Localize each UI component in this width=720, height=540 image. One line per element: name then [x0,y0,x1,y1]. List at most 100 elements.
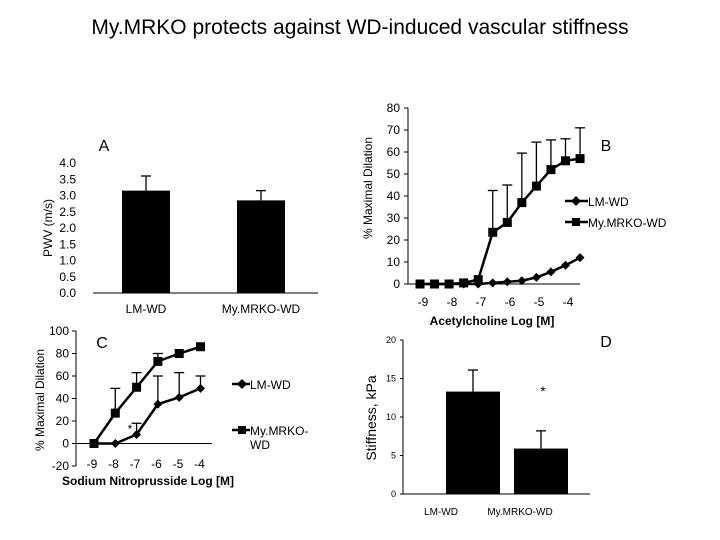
panel-d-x-tick: LM-WD [424,507,458,518]
panel-d-annotation: * [540,383,546,399]
panel-c-y-tick: 20 [56,414,70,428]
panel-b-y-tick: 80 [387,101,401,115]
panel-b-y-tick: 70 [387,123,401,137]
panel-a-y-tick: 1.5 [59,237,76,251]
panel-b-y-tick: 30 [387,211,401,225]
panel-a-y-label: PWV (m/s) [41,199,55,257]
panel-c-point [153,356,163,366]
panel-b-x-tick: -9 [418,295,429,309]
panel-b-point [531,181,541,191]
panel-c-point [174,349,184,358]
panel-c-x-tick: -5 [173,457,184,471]
panel-b-point [531,272,541,282]
panel-b-point [488,278,498,288]
panel-b-x-tick: -7 [476,295,487,309]
panel-b-legend-marker [572,218,580,226]
panel-b-y-label: % Maximal Dilation [361,137,375,239]
panel-b-point [561,260,570,270]
panel-b-legend-label: LM-WD [588,195,629,209]
panel-a-bar [237,200,285,293]
panel-d-x-tick: My.MRKO-WD [487,507,552,518]
panel-d-bar [446,391,500,494]
panel-a-y-tick: 3.0 [59,189,76,203]
panel-c-y-tick: 60 [56,369,70,383]
panel-c-point [196,383,205,393]
panel-c-letter: C [96,335,108,352]
panel-c-y-tick: 0 [62,437,69,451]
panel-b-y-tick: 0 [393,277,400,291]
panel-b-y-tick: 20 [387,233,401,247]
panel-b-series-line [420,157,581,286]
panel-c-point [153,399,163,409]
panel-c-series-line [94,387,201,445]
panel-c-x-tick: -9 [87,457,98,471]
panel-d-y-tick: 20 [386,335,396,345]
panel-b-series-line [420,256,581,286]
panel-b-y-tick: 40 [387,189,401,203]
panel-d-letter: D [600,334,612,351]
panel-b-point [473,275,483,285]
panel-b-y-tick: 60 [387,145,401,159]
panel-c-point [132,382,142,392]
panel-b-point [575,154,585,164]
panel-b-point [459,278,469,288]
panel-c-point [110,439,120,448]
panel-c-x-label: Sodium Nitroprusside Log [M] [62,474,234,488]
panel-c-x-tick: -8 [108,457,119,471]
panel-c-point [196,342,205,352]
panel-c-y-label: % Maximal Dilation [33,349,47,451]
panel-b-point [517,276,527,286]
panel-c-point [110,408,120,418]
panel-b-y-tick: 50 [387,167,401,181]
panel-c-x-tick: -7 [130,457,141,471]
panel-c-x-tick: -6 [151,457,162,471]
panel-c-point [174,392,184,402]
panel-b-point [444,279,454,289]
panel-a-y-tick: 0.0 [59,286,76,300]
panel-c-y-tick: 40 [56,392,70,406]
panel-a-letter: A [99,138,110,155]
panel-d-y-label: Stiffness, kPa [363,375,379,461]
panel-b-x-tick: -4 [563,295,574,309]
panel-b-legend-label: My.MRKO-WD [588,216,667,230]
panel-b-point [415,279,425,289]
panel-b-x-tick: -6 [505,295,516,309]
panel-c-x-tick: -4 [194,457,205,471]
panel-b-point [575,253,585,263]
panel-a-x-tick: My.MRKO-WD [222,302,301,316]
panel-b-x-tick: -5 [534,295,545,309]
panel-b-point [546,165,556,175]
panel-c-y-tick: 100 [49,324,69,338]
panel-b-point [517,198,527,208]
panel-c-legend-marker [237,379,247,389]
panel-c-y-tick: -20 [52,459,70,473]
panel-b-letter: B [601,138,612,155]
panel-a-y-tick: 3.5 [59,172,76,186]
panel-b-point [561,156,570,166]
panel-b-x-label: Acetylcholine Log [M] [430,314,555,328]
panel-a-y-tick: 0.5 [59,270,76,284]
panel-d-y-tick: 5 [391,451,396,461]
panel-c-legend-marker [238,426,246,434]
panel-b-legend-marker [571,196,581,206]
panel-d-y-tick: 15 [386,374,396,384]
panel-a-y-tick: 2.0 [59,221,76,235]
panel-d-bar [514,448,568,494]
panel-a-y-tick: 4.0 [59,156,76,170]
panel-b-point [502,277,512,287]
slide-title: My.MRKO protects against WD-induced vasc… [91,16,629,39]
panel-c-point [89,439,99,448]
panel-b-point [488,227,498,237]
panel-c-point [132,430,142,439]
panel-b-y-tick: 10 [387,255,401,269]
panel-b-point [430,279,440,289]
panel-c-y-tick: 80 [56,347,70,361]
panel-c-annotation: * [128,422,133,436]
panel-a-x-tick: LM-WD [126,302,167,316]
panel-c-legend-label: LM-WD [250,378,291,392]
panel-c-legend-label: My.MRKO-WD [250,424,308,452]
panel-a-y-tick: 1.0 [59,254,76,268]
panel-a-y-tick: 2.5 [59,205,76,219]
panel-d-y-tick: 0 [391,489,396,499]
